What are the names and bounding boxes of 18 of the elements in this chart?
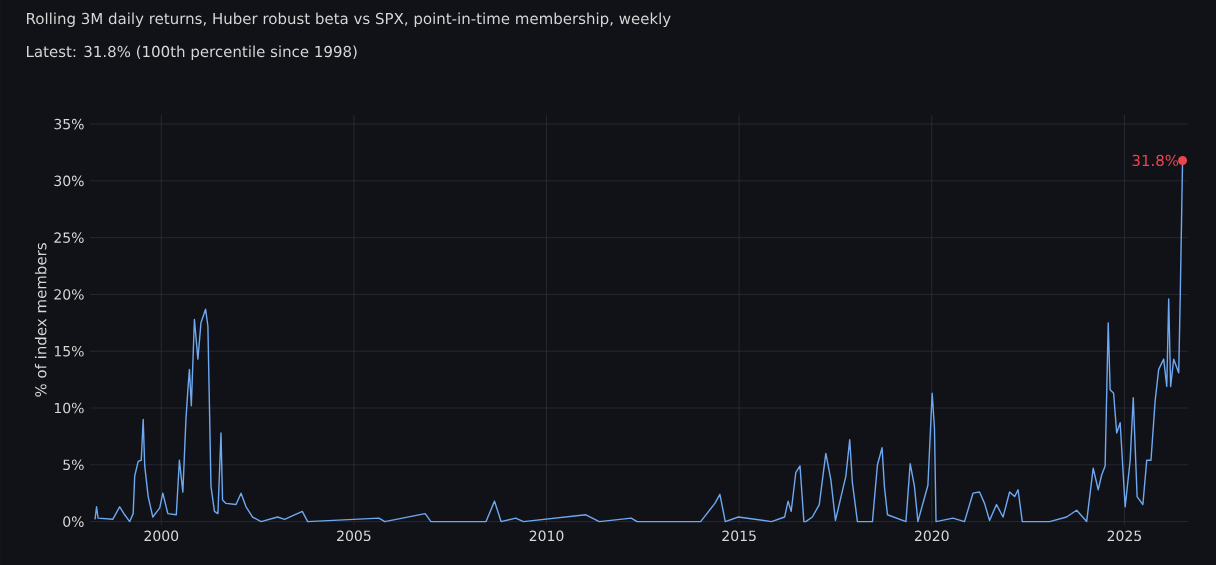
x-tick-label: 2010	[529, 530, 564, 542]
y-tick-label: 15%	[54, 345, 84, 357]
y-tick-label: 0%	[63, 516, 84, 527]
y-tick-label: 30%	[54, 175, 84, 187]
x-tick-label: 2025	[1107, 530, 1141, 542]
y-axis-title: % of index members	[34, 243, 47, 397]
y-tick-label: 10%	[54, 402, 84, 414]
chart-subtitle: Latest: 31.8% (100th percentile since 1998)	[27, 45, 357, 61]
chart-title: Rolling 3M daily returns, Huber robust beta vs SPX, point-in-time membership, weekly	[27, 12, 671, 28]
y-tick-label: 35%	[54, 118, 84, 130]
x-tick-label: 2000	[144, 530, 179, 542]
y-tick-label: 5%	[63, 459, 84, 471]
annotation: 31.8%	[1132, 154, 1179, 167]
x-tick-label: 2015	[722, 530, 756, 542]
y-tick-label: 20%	[54, 289, 84, 300]
x-tick-label: 2005	[337, 530, 371, 542]
x-tick-label: 2020	[914, 530, 949, 542]
y-tick-label: 25%	[54, 232, 84, 243]
